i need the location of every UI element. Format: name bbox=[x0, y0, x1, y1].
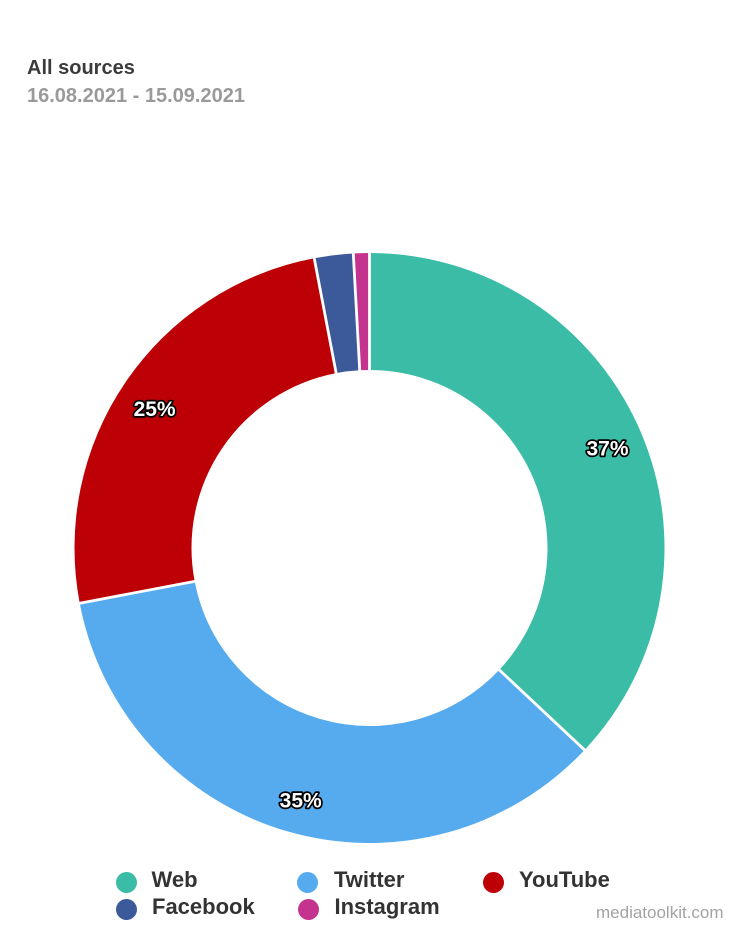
svg-text:25%: 25% bbox=[134, 398, 176, 421]
svg-text:37%: 37% bbox=[586, 438, 628, 461]
svg-text:35%: 35% bbox=[280, 790, 322, 813]
